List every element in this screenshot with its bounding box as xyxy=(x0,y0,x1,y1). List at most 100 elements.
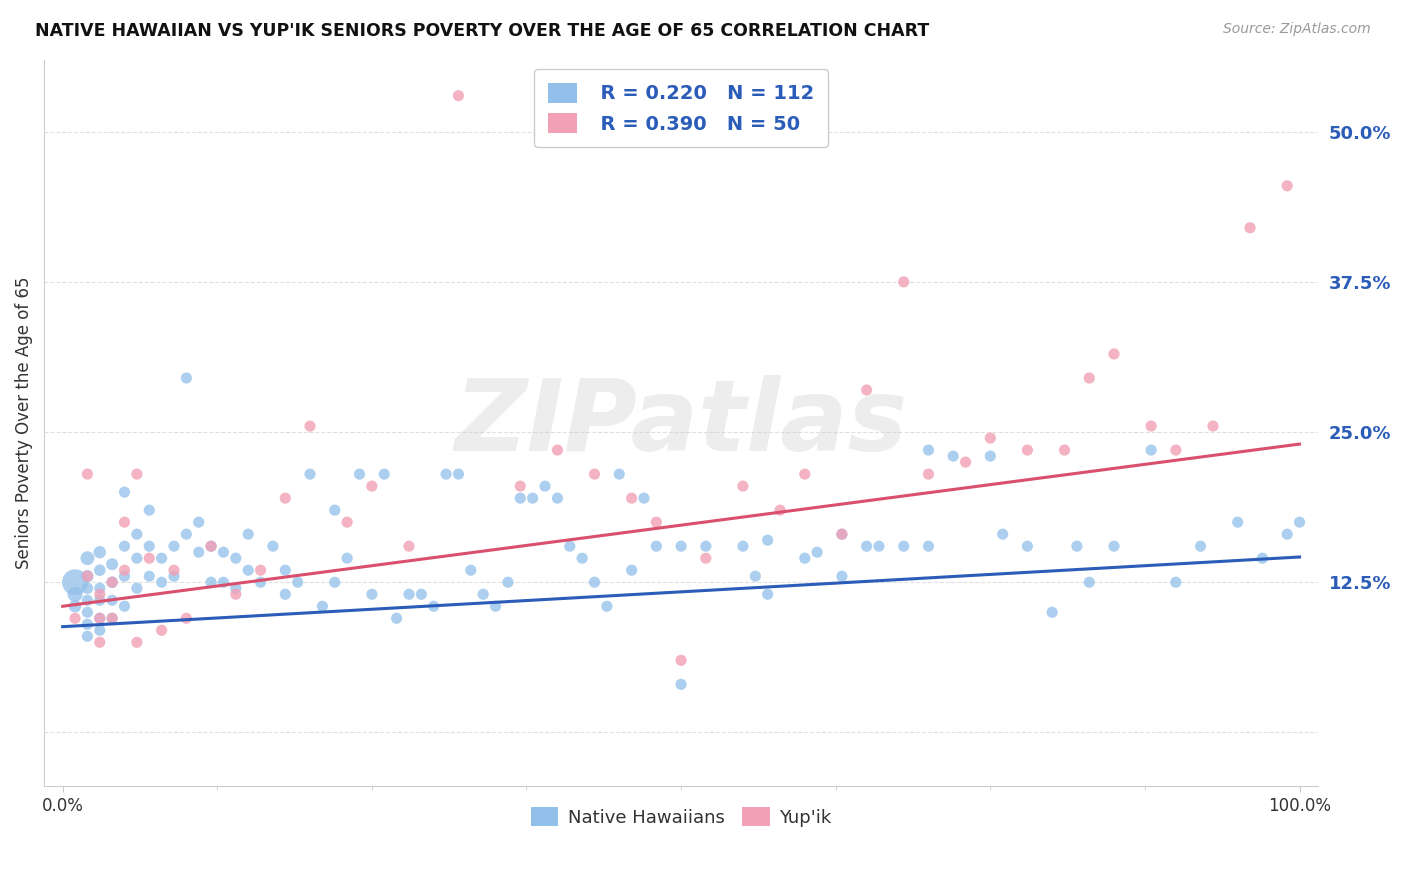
Point xyxy=(360,587,382,601)
Point xyxy=(125,527,148,541)
Point xyxy=(955,455,977,469)
Point xyxy=(89,581,111,595)
Point xyxy=(89,611,111,625)
Point xyxy=(645,539,668,553)
Text: ZIPatlas: ZIPatlas xyxy=(454,375,908,472)
Point xyxy=(125,467,148,482)
Point xyxy=(187,545,209,559)
Point xyxy=(125,581,148,595)
Point xyxy=(138,539,160,553)
Point xyxy=(434,467,457,482)
Point xyxy=(669,677,692,691)
Point xyxy=(695,539,717,553)
Point xyxy=(274,587,297,601)
Point xyxy=(114,599,136,614)
Point xyxy=(299,467,322,482)
Point xyxy=(63,611,86,625)
Point xyxy=(447,467,470,482)
Point xyxy=(831,527,853,541)
Point xyxy=(323,575,346,590)
Point xyxy=(806,545,828,559)
Point xyxy=(114,515,136,529)
Point xyxy=(150,551,173,566)
Point xyxy=(76,617,98,632)
Point xyxy=(114,539,136,553)
Point xyxy=(583,467,606,482)
Point xyxy=(1275,527,1298,541)
Point xyxy=(89,593,111,607)
Point xyxy=(731,539,754,553)
Point xyxy=(979,431,1001,445)
Point xyxy=(1202,419,1225,434)
Point xyxy=(89,587,111,601)
Point xyxy=(1017,539,1039,553)
Point xyxy=(398,539,420,553)
Point xyxy=(63,599,86,614)
Point xyxy=(1140,443,1163,458)
Point xyxy=(1164,443,1187,458)
Point xyxy=(893,275,915,289)
Y-axis label: Seniors Poverty Over the Age of 65: Seniors Poverty Over the Age of 65 xyxy=(15,277,32,569)
Point xyxy=(299,419,322,434)
Point xyxy=(89,545,111,559)
Point xyxy=(76,605,98,619)
Point xyxy=(150,624,173,638)
Point xyxy=(89,624,111,638)
Legend: Native Hawaiians, Yup'ik: Native Hawaiians, Yup'ik xyxy=(523,798,839,836)
Point xyxy=(114,569,136,583)
Point xyxy=(868,539,890,553)
Point xyxy=(360,479,382,493)
Point xyxy=(212,575,235,590)
Point xyxy=(163,539,186,553)
Point xyxy=(1066,539,1088,553)
Point xyxy=(76,593,98,607)
Point xyxy=(496,575,519,590)
Point xyxy=(1226,515,1249,529)
Point xyxy=(200,539,222,553)
Point xyxy=(200,575,222,590)
Point xyxy=(411,587,433,601)
Point xyxy=(534,479,557,493)
Point xyxy=(101,558,124,572)
Point xyxy=(225,551,247,566)
Point xyxy=(163,563,186,577)
Point xyxy=(274,491,297,505)
Point xyxy=(76,569,98,583)
Point xyxy=(669,653,692,667)
Point xyxy=(385,611,408,625)
Point xyxy=(176,371,198,385)
Point xyxy=(63,587,86,601)
Point xyxy=(76,569,98,583)
Point xyxy=(447,88,470,103)
Point xyxy=(138,551,160,566)
Point xyxy=(89,611,111,625)
Point xyxy=(225,587,247,601)
Point xyxy=(917,443,939,458)
Point xyxy=(336,515,359,529)
Point xyxy=(546,491,568,505)
Point xyxy=(1078,371,1101,385)
Point xyxy=(163,569,186,583)
Point xyxy=(620,563,643,577)
Point xyxy=(101,611,124,625)
Point xyxy=(138,503,160,517)
Point xyxy=(422,599,444,614)
Point xyxy=(1189,539,1212,553)
Point xyxy=(522,491,544,505)
Point xyxy=(583,575,606,590)
Point xyxy=(1251,551,1274,566)
Point xyxy=(323,503,346,517)
Point xyxy=(509,479,531,493)
Point xyxy=(731,479,754,493)
Point xyxy=(1102,539,1125,553)
Point xyxy=(1078,575,1101,590)
Point xyxy=(336,551,359,566)
Point xyxy=(1164,575,1187,590)
Point xyxy=(1275,178,1298,193)
Point xyxy=(125,635,148,649)
Point xyxy=(212,545,235,559)
Point xyxy=(1288,515,1310,529)
Point xyxy=(1040,605,1063,619)
Point xyxy=(1017,443,1039,458)
Point xyxy=(991,527,1014,541)
